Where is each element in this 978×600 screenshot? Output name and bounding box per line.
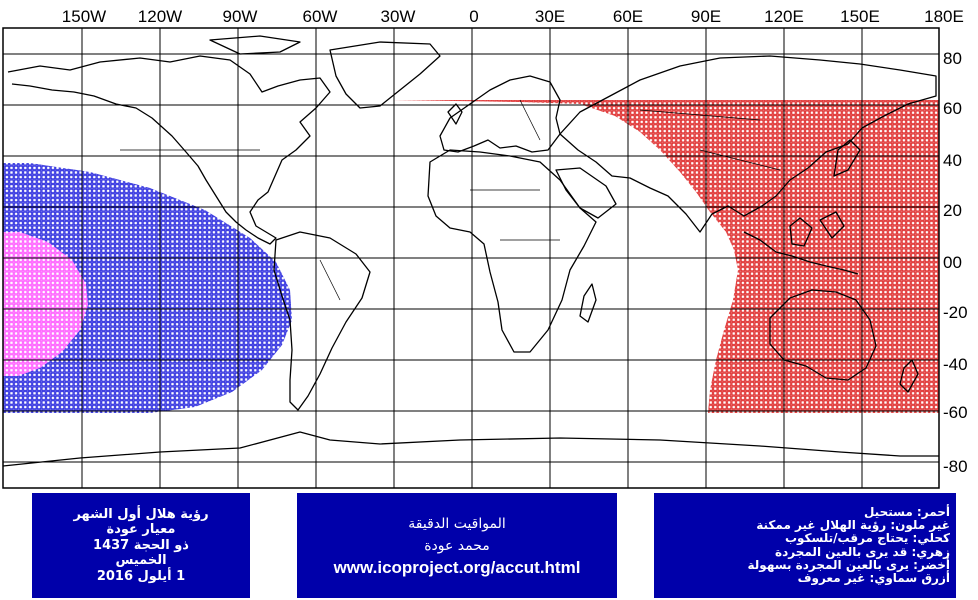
author-name: محمد عودة [424,537,490,554]
lon-label: 0 [469,7,478,26]
lon-label: 90E [691,7,721,26]
lat-label: -80 [943,457,968,476]
lon-label: 60E [613,7,643,26]
lon-label: 90W [223,7,258,26]
top-axis-labels: 150W 120W 90W 60W 30W 0 30E 60E 90E 120E… [62,7,964,26]
country-borders [120,99,781,301]
lon-label: 120W [138,7,182,26]
lat-label: 80 [943,49,962,68]
legend-box: أحمر: مستحيل غير ملون: رؤية الهلال غير م… [654,493,956,598]
hijri-month-line: ذو الحجة 1437 [93,537,189,553]
region-blue-telescope [3,163,292,413]
title-box: رؤية هلال أول الشهر معيار عودة ذو الحجة … [32,493,250,598]
lat-label: 40 [943,151,962,170]
project-url[interactable]: www.icoproject.org/accut.html [333,557,581,577]
lat-label: -20 [943,303,968,322]
legend-green: أخضر: يرى بالعين المجردة بسهولة [747,557,950,572]
date-line: 1 أيلول 2016 [96,568,186,584]
weekday-line: الخميس [115,553,167,569]
lat-label: -60 [943,403,968,422]
lat-label: 60 [943,99,962,118]
legend-uncolored: غير ملون: رؤية الهلال غير ممكنة [756,517,950,532]
criterion-line: معيار عودة [106,522,176,538]
lat-lon-grid [3,28,939,488]
lon-label: 60W [303,7,338,26]
credits-box: المواقيت الدقيقة محمد عودة www.icoprojec… [297,493,617,598]
lat-label: 20 [943,201,962,220]
legend-blue: كحلي: يحتاج مرقب/تلسكوب [784,531,950,546]
legend-sky-blue: أزرق سماوي: غير معروف [797,571,950,586]
right-axis-labels: 80 60 40 20 00 -20 -40 -60 -80 [943,49,968,476]
lon-label: 150W [62,7,106,26]
lon-label: 180E [924,7,964,26]
region-red-impossible [392,100,939,413]
coastlines [3,35,939,467]
legend-red: أحمر: مستحيل [863,504,950,519]
title-line: رؤية هلال أول الشهر [73,506,209,522]
lon-label: 30E [535,7,565,26]
region-pink-naked-eye [3,232,88,376]
credits-heading: المواقيت الدقيقة [408,515,506,532]
lat-label: 00 [943,253,962,272]
map-border [2,27,940,489]
lon-label: 120E [764,7,804,26]
lon-label: 150E [840,7,880,26]
legend-pink: زهري: قد يرى بالعين المجردة [775,544,950,559]
lon-label: 30W [381,7,416,26]
lat-label: -40 [943,355,968,374]
